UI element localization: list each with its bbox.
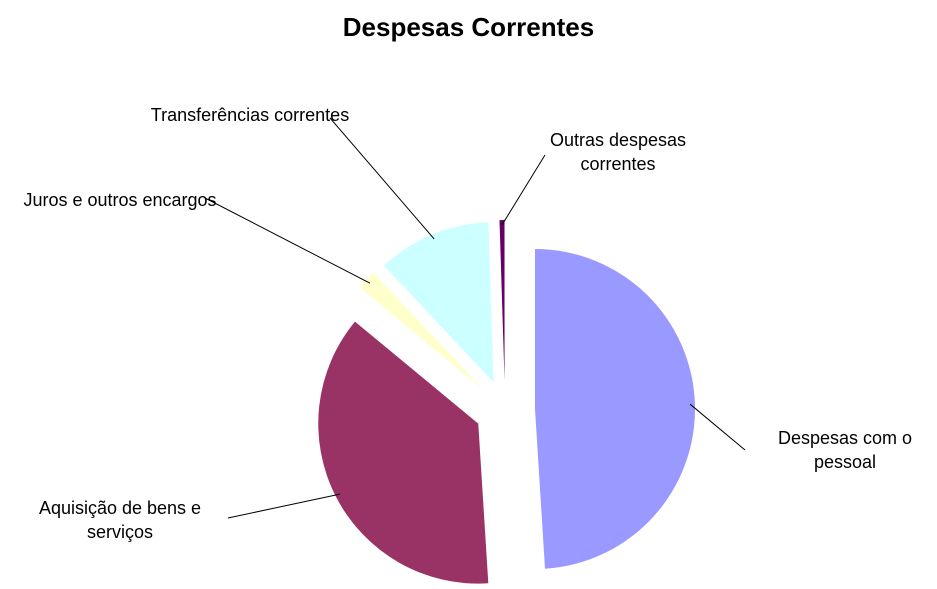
pie-slice [534, 249, 695, 569]
leader-line [501, 154, 546, 226]
leader-line [204, 197, 371, 284]
chart-title: Despesas Correntes [342, 12, 595, 42]
slice-label: Transferências correntes [150, 105, 350, 125]
leader-line [329, 117, 435, 240]
slice-label: Juros e outros encargos [23, 190, 217, 210]
slice-label: Outras despesas correntes [549, 130, 687, 174]
pie-slice [359, 272, 484, 390]
pie-slice [499, 220, 505, 381]
pie-slice [318, 321, 489, 584]
slice-label: Aquisição de bens e serviços [38, 498, 202, 542]
slice-label: Despesas com o pessoal [777, 428, 913, 472]
leader-line [689, 403, 746, 451]
pie-slice [383, 222, 494, 383]
leader-line [227, 493, 341, 519]
